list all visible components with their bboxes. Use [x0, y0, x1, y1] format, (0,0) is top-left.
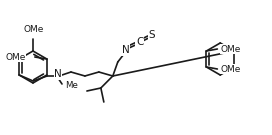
Text: OMe: OMe — [220, 45, 240, 53]
Text: OMe: OMe — [5, 53, 26, 62]
Text: N: N — [54, 69, 62, 79]
Text: OMe: OMe — [24, 25, 44, 34]
Text: OMe: OMe — [220, 65, 240, 73]
Text: C: C — [136, 37, 143, 47]
Text: Me: Me — [65, 82, 78, 90]
Text: S: S — [148, 30, 155, 40]
Text: N: N — [122, 45, 130, 55]
